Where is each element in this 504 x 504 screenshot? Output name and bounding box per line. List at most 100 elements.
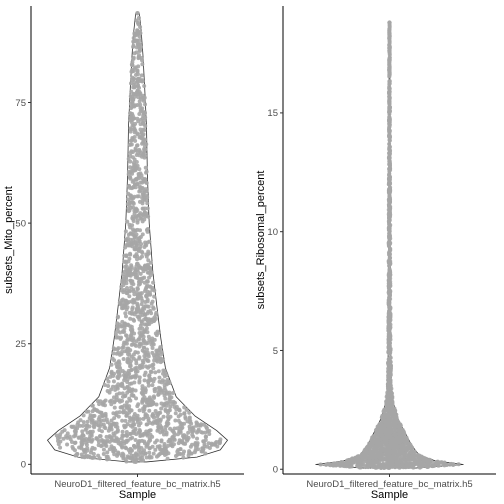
mito-data-point	[145, 279, 150, 284]
mito-data-point	[126, 156, 131, 161]
mito-data-point	[128, 316, 133, 321]
mito-data-point	[127, 200, 132, 205]
mito-data-point	[199, 430, 204, 435]
mito-data-point	[117, 352, 122, 357]
ribosomal-data-point	[401, 451, 406, 456]
mito-data-point	[73, 440, 78, 445]
mito-data-point	[131, 184, 136, 189]
mito-data-point	[135, 89, 140, 94]
mito-data-point	[131, 200, 136, 205]
mito-data-point	[132, 312, 137, 317]
mito-data-point	[112, 347, 117, 352]
mito-data-point	[141, 338, 146, 343]
mito-points-layer	[54, 11, 223, 464]
mito-data-point	[171, 391, 176, 396]
ribosomal-x-axis-title: Sample	[371, 489, 408, 501]
mito-data-point	[69, 439, 74, 444]
mito-data-point	[131, 352, 136, 357]
mito-data-point	[153, 447, 158, 452]
ribosomal-data-point	[324, 462, 329, 467]
mito-data-point	[124, 341, 129, 346]
mito-data-point	[134, 452, 139, 457]
mito-data-point	[137, 417, 142, 422]
mito-data-point	[116, 346, 121, 351]
mito-data-point	[138, 455, 143, 460]
ribosomal-data-point	[405, 442, 410, 447]
ribosomal-data-point	[396, 435, 401, 440]
mito-data-point	[143, 102, 148, 107]
mito-data-point	[110, 384, 115, 389]
mito-data-point	[117, 399, 122, 404]
mito-data-point	[124, 429, 129, 434]
ribosomal-data-point	[387, 36, 392, 41]
ribosomal-data-point	[342, 464, 347, 469]
mito-data-point	[140, 365, 145, 370]
ribosomal-data-point	[370, 455, 375, 460]
mito-data-point	[115, 425, 120, 430]
mito-data-point	[137, 236, 142, 241]
mito-data-point	[120, 391, 125, 396]
mito-data-point	[146, 317, 151, 322]
mito-data-point	[137, 440, 142, 445]
mito-data-point	[148, 377, 153, 382]
mito-data-point	[143, 328, 148, 333]
mito-data-point	[164, 400, 169, 405]
mito-data-point	[149, 311, 154, 316]
mito-data-point	[151, 413, 156, 418]
mito-data-point	[131, 300, 136, 305]
mito-data-point	[109, 418, 114, 423]
mito-data-point	[141, 334, 146, 339]
ribosomal-data-point	[388, 355, 393, 360]
mito-data-point	[193, 442, 198, 447]
mito-data-point	[145, 201, 150, 206]
mito-data-point	[142, 128, 147, 133]
mito-data-point	[145, 340, 150, 345]
ribosomal-data-point	[390, 455, 395, 460]
mito-data-point	[132, 246, 137, 251]
mito-data-point	[131, 416, 136, 421]
mito-data-point	[128, 364, 133, 369]
mito-data-point	[65, 442, 70, 447]
mito-x-ticks: NeuroD1_filtered_feature_bc_matrix.h5	[54, 474, 221, 490]
mito-data-point	[136, 44, 141, 49]
mito-data-point	[135, 314, 140, 319]
mito-data-point	[133, 94, 138, 99]
mito-data-point	[139, 95, 144, 100]
mito-data-point	[213, 441, 218, 446]
mito-data-point	[151, 366, 156, 371]
mito-data-point	[202, 442, 207, 447]
mito-data-point	[135, 32, 140, 37]
ribosomal-data-point	[384, 418, 389, 423]
mito-data-point	[135, 79, 140, 84]
mito-data-point	[128, 81, 133, 86]
mito-max-point	[135, 11, 140, 16]
mito-data-point	[164, 449, 169, 454]
mito-data-point	[67, 434, 72, 439]
mito-data-point	[97, 427, 102, 432]
mito-data-point	[111, 351, 116, 356]
mito-data-point	[85, 419, 90, 424]
mito-data-point	[184, 437, 189, 441]
mito-data-point	[130, 99, 135, 104]
mito-data-point	[109, 402, 114, 407]
mito-data-point	[141, 345, 146, 350]
mito-data-point	[129, 271, 134, 276]
mito-data-point	[119, 383, 124, 388]
mito-data-point	[120, 429, 125, 434]
mito-data-point	[113, 387, 118, 392]
mito-data-point	[128, 381, 133, 386]
ribosomal-data-point	[387, 332, 392, 337]
mito-data-point	[143, 165, 148, 170]
mito-data-point	[167, 392, 172, 397]
mito-data-point	[103, 413, 108, 418]
mito-data-point	[200, 446, 205, 451]
mito-data-point	[81, 413, 86, 418]
mito-data-point	[84, 426, 89, 431]
mito-data-point	[77, 435, 82, 440]
mito-data-point	[137, 99, 142, 104]
mito-data-point	[140, 106, 145, 111]
ribosomal-data-point	[391, 449, 396, 454]
ribosomal-data-point	[387, 57, 392, 62]
ribosomal-data-point	[375, 429, 380, 434]
mito-data-point	[105, 389, 110, 393]
